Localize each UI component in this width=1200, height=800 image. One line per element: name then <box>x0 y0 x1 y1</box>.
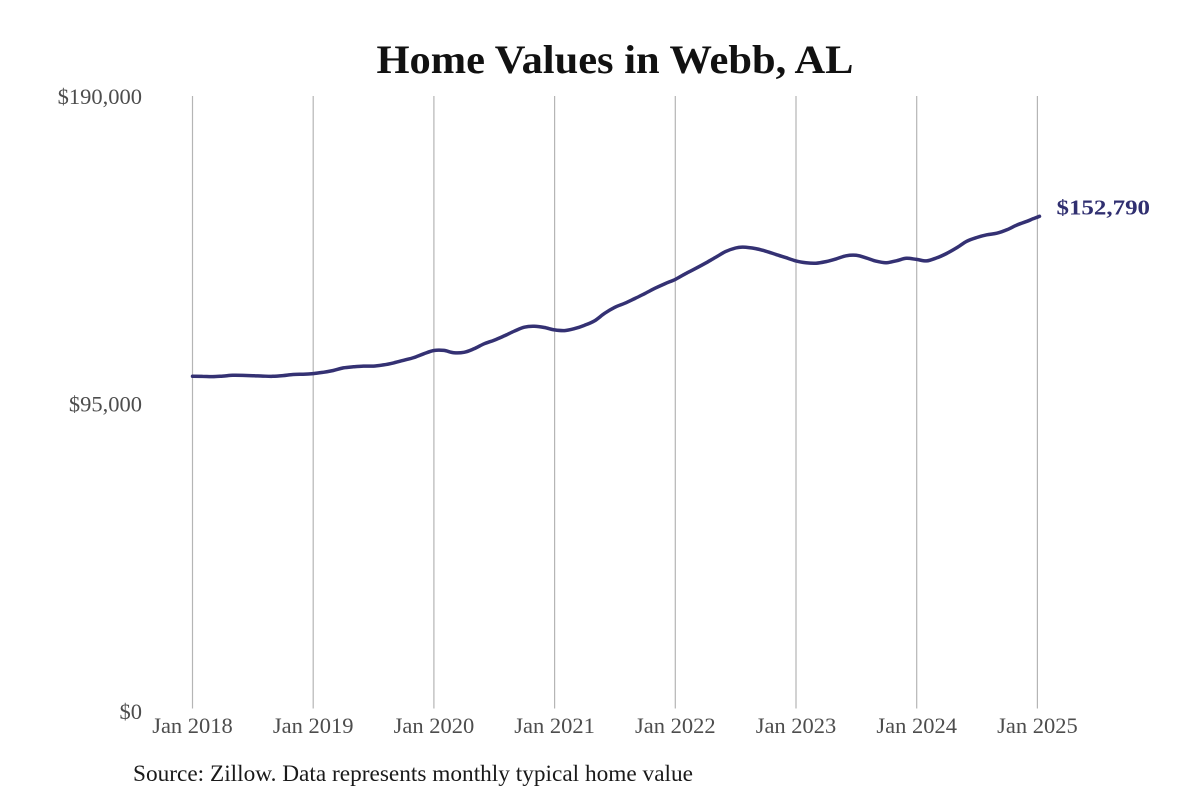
svg-text:Jan 2022: Jan 2022 <box>635 713 716 738</box>
svg-text:Jan 2023: Jan 2023 <box>756 713 837 738</box>
svg-text:Jan 2021: Jan 2021 <box>514 713 595 738</box>
svg-text:Home Values in Webb, AL: Home Values in Webb, AL <box>377 37 854 82</box>
svg-text:$0: $0 <box>120 699 143 724</box>
svg-text:Jan 2024: Jan 2024 <box>876 713 957 738</box>
svg-text:Jan 2020: Jan 2020 <box>394 713 475 738</box>
svg-text:Jan 2018: Jan 2018 <box>152 713 233 738</box>
svg-text:Source: Zillow. Data represent: Source: Zillow. Data represents monthly … <box>133 761 693 786</box>
svg-text:$152,790: $152,790 <box>1057 196 1151 220</box>
svg-text:$190,000: $190,000 <box>58 84 142 109</box>
svg-text:Jan 2025: Jan 2025 <box>997 713 1078 738</box>
svg-text:$95,000: $95,000 <box>69 392 142 417</box>
svg-text:Jan 2019: Jan 2019 <box>273 713 354 738</box>
